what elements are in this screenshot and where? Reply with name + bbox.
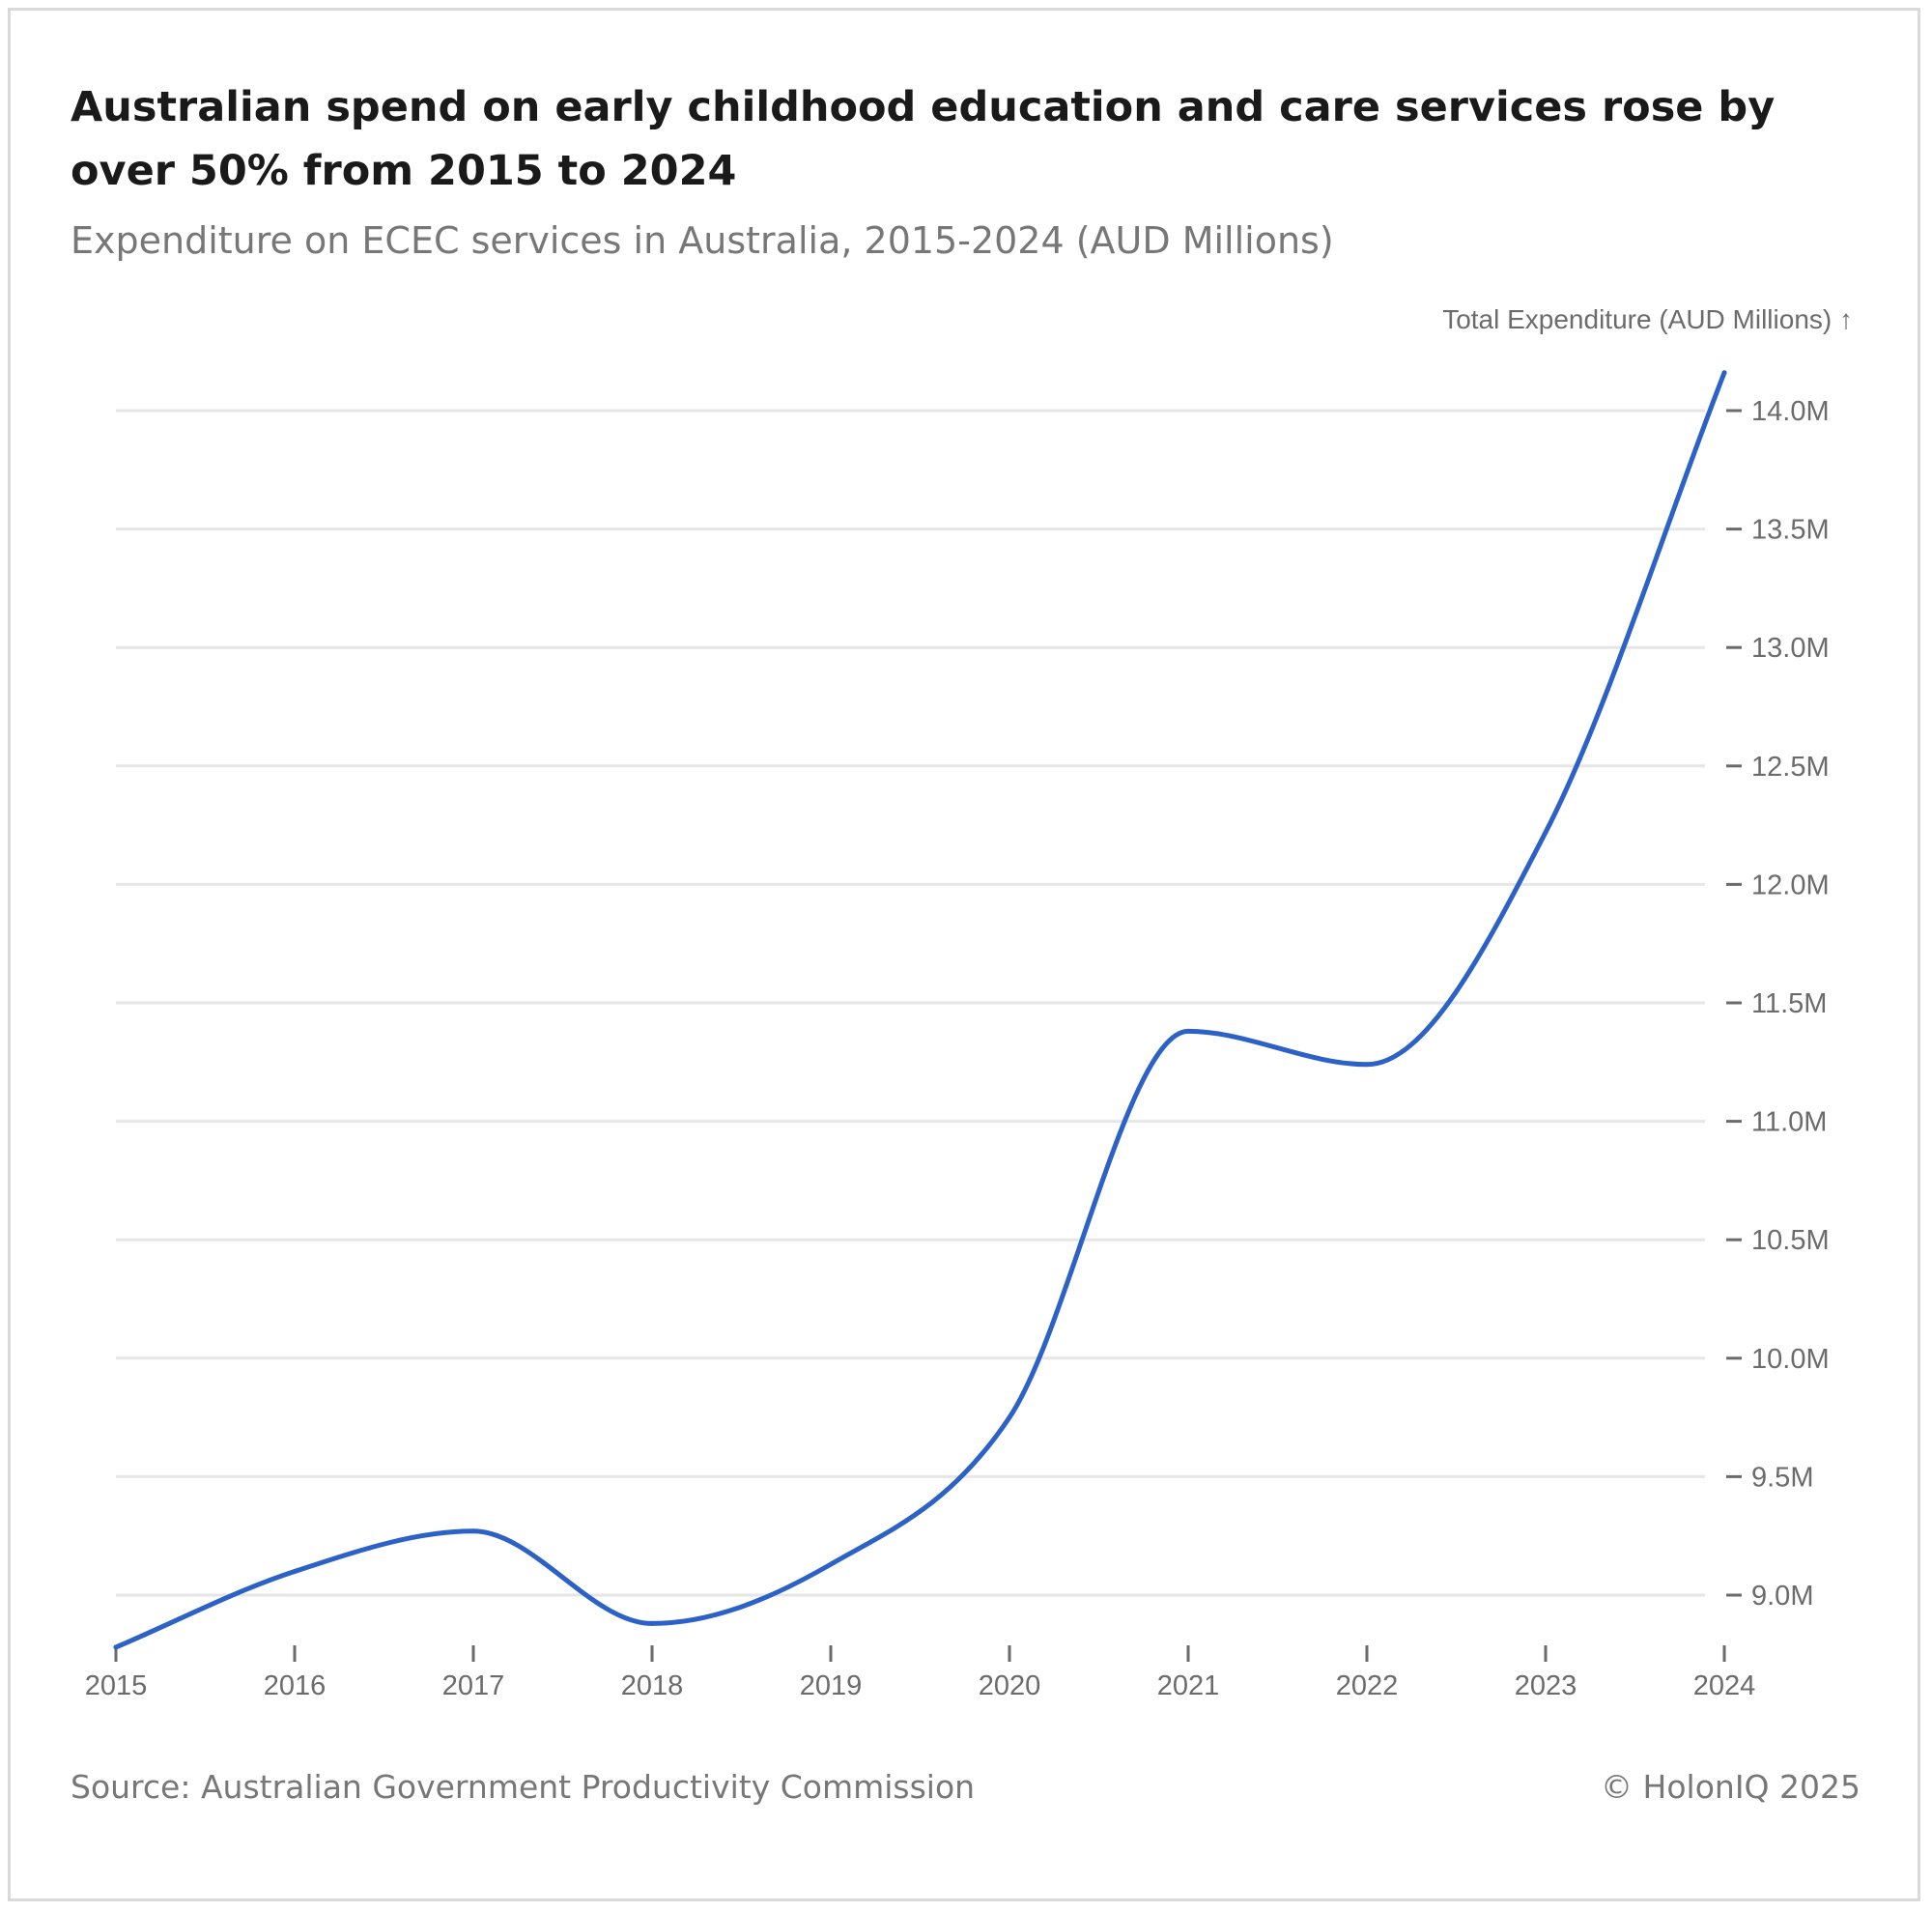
source-note: Source: Australian Government Productivi…	[71, 1768, 976, 1806]
x-tick-label: 2021	[1157, 1670, 1220, 1701]
chart-frame	[8, 8, 1920, 1901]
chart-title: Australian spend on early childhood educ…	[71, 83, 1776, 195]
y-tick-label: 13.5M	[1751, 515, 1830, 546]
data-point	[649, 1620, 655, 1626]
x-tick-label: 2022	[1336, 1670, 1399, 1701]
x-axis: 2015 2016 2017 2018 2019 2020 2021 2022 2023 2024	[85, 1645, 1756, 1701]
y-tick-label: 9.5M	[1751, 1462, 1813, 1493]
grid-lines	[116, 409, 1705, 1597]
y-tick-label: 11.5M	[1751, 988, 1827, 1019]
data-point	[828, 1561, 834, 1567]
x-tick-label: 2016	[264, 1670, 327, 1701]
x-tick-label: 2023	[1515, 1670, 1577, 1701]
series-group	[113, 370, 1727, 1650]
data-point	[1721, 370, 1727, 376]
copyright-note: © HolonIQ 2025	[1601, 1768, 1861, 1806]
x-tick-label: 2017	[442, 1670, 505, 1701]
data-point	[292, 1568, 298, 1574]
y-tick-label: 10.0M	[1751, 1344, 1830, 1375]
y-tick-label: 11.0M	[1751, 1107, 1827, 1138]
x-tick-label: 2018	[621, 1670, 684, 1701]
data-point	[470, 1528, 476, 1534]
x-tick-label: 2024	[1693, 1670, 1756, 1701]
data-point	[113, 1644, 119, 1650]
y-tick-label: 14.0M	[1751, 396, 1830, 427]
data-point	[1364, 1062, 1370, 1068]
chart-subtitle: Expenditure on ECEC services in Australi…	[71, 219, 1334, 262]
series-line	[113, 370, 1727, 1650]
data-point	[1185, 1028, 1191, 1034]
data-point	[1543, 829, 1548, 835]
y-tick-label: 13.0M	[1751, 633, 1830, 664]
y-tick-label: 10.5M	[1751, 1225, 1830, 1256]
y-axis: 9.0M 9.5M 10.0M 10.5M 11.0M 11.5M 12.0M 12.5M 13…	[1726, 396, 1830, 1612]
data-point	[1007, 1414, 1012, 1420]
x-tick-label: 2020	[979, 1670, 1041, 1701]
x-tick-label: 2015	[85, 1670, 148, 1701]
x-tick-label: 2019	[800, 1670, 863, 1701]
y-tick-label: 12.5M	[1751, 752, 1830, 783]
y-axis-title: Total Expenditure (AUD Millions) ↑	[1442, 304, 1853, 334]
y-tick-label: 9.0M	[1751, 1581, 1813, 1612]
y-tick-label: 12.0M	[1751, 870, 1830, 900]
